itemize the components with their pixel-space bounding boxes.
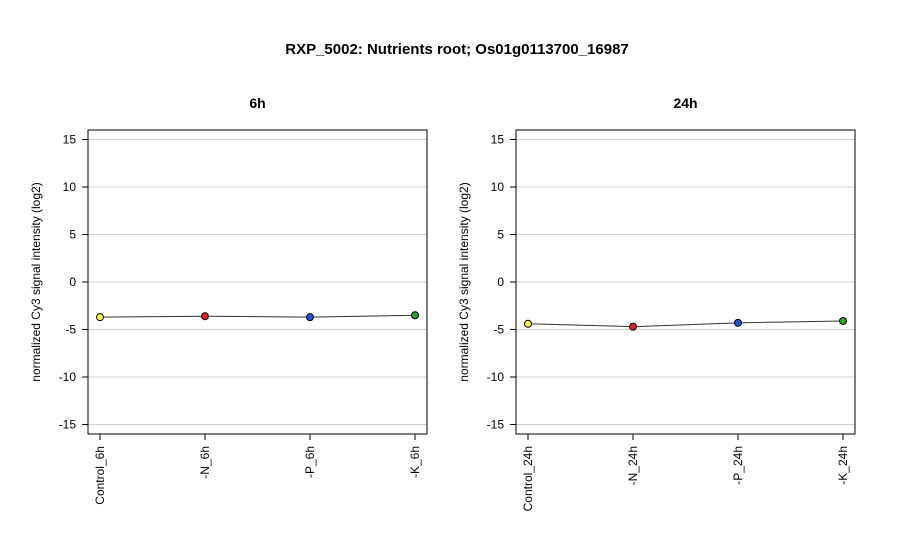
x-tick-label: -N_24h <box>626 446 640 485</box>
y-tick-label: 10 <box>491 180 505 194</box>
panel-title: 24h <box>673 95 697 111</box>
x-tick-label: -P_24h <box>731 446 745 485</box>
y-tick-label: 5 <box>69 228 76 242</box>
chart-panel-1: 6h -15 -10 -5 0 5 10 15 normalized Cy3 signal in… <box>29 95 428 505</box>
y-tick-label: -15 <box>59 418 77 432</box>
data-point <box>629 322 637 331</box>
data-point <box>734 318 742 327</box>
x-tick-label: Control_24h <box>521 446 535 511</box>
y-tick-label: -10 <box>487 370 505 384</box>
data-point <box>96 313 104 322</box>
y-tick-label: -5 <box>493 323 504 337</box>
x-tick-label: -P_6h <box>303 446 317 478</box>
data-point <box>839 316 847 325</box>
y-tick-label: 15 <box>63 133 77 147</box>
y-tick-label: -15 <box>487 418 505 432</box>
data-point <box>201 312 209 321</box>
y-axis-label: normalized Cy3 signal intensity (log2) <box>457 182 471 381</box>
chart-panel-2: 24h -15 -10 -5 0 5 10 15 normalized Cy3 signal i… <box>457 95 856 511</box>
y-axis-label: normalized Cy3 signal intensity (log2) <box>29 182 43 381</box>
main-title: RXP_5002: Nutrients root; Os01g0113700_1… <box>285 41 629 58</box>
data-point <box>411 311 419 320</box>
x-tick-label: -N_6h <box>198 446 212 479</box>
data-point <box>524 319 532 328</box>
data-point <box>306 313 314 322</box>
x-tick-label: Control_6h <box>93 446 107 505</box>
plot-frame <box>87 129 428 435</box>
panels: 6h -15 -10 -5 0 5 10 15 normalized Cy3 signal in… <box>29 95 856 511</box>
plot-frame <box>515 129 856 435</box>
series-line <box>527 320 844 328</box>
x-tick-label: -K_24h <box>836 446 850 485</box>
y-tick-label: 15 <box>491 133 505 147</box>
y-tick-label: -10 <box>59 370 77 384</box>
x-tick-label: -K_6h <box>408 446 422 478</box>
panel-title: 6h <box>249 95 265 111</box>
y-tick-label: 10 <box>63 180 77 194</box>
y-tick-label: 0 <box>69 275 76 289</box>
series-line <box>99 314 416 318</box>
y-tick-label: 5 <box>497 228 504 242</box>
y-tick-label: -5 <box>65 323 76 337</box>
y-tick-label: 0 <box>497 275 504 289</box>
